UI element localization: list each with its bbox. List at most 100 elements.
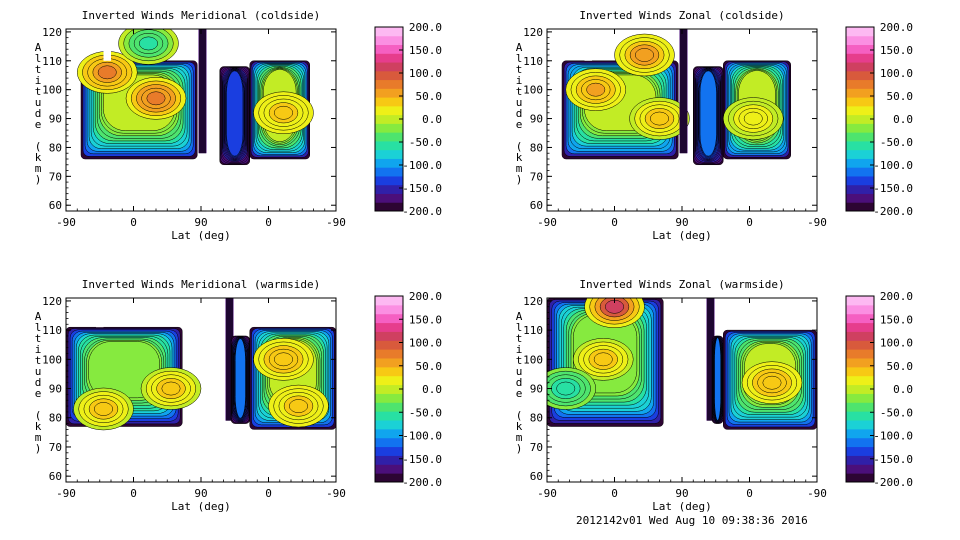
- colorbar-tick-label: 200.0: [880, 290, 913, 303]
- contour-blob: [586, 82, 606, 97]
- y-axis-label-char: u: [516, 96, 523, 109]
- panel-4: Inverted Winds Zonal (warmside) -90 0 90 0 -9…: [516, 278, 913, 513]
- y-tick-label: 70: [530, 441, 543, 454]
- wind-segment: [561, 29, 690, 160]
- colorbar-swatch: [375, 358, 403, 368]
- data-gap: [96, 298, 104, 328]
- contour-field: [66, 298, 336, 431]
- y-axis-label-char: m: [516, 162, 523, 175]
- y-axis-label-char: t: [516, 85, 523, 98]
- y-tick-label: 100: [523, 84, 543, 97]
- colorbar-swatch: [375, 158, 403, 168]
- y-axis-label-char: t: [516, 63, 523, 76]
- wind-segment: [249, 60, 314, 160]
- colorbar-swatch: [375, 193, 403, 203]
- y-axis-label-char: i: [35, 343, 42, 356]
- y-tick-label: 120: [42, 26, 62, 39]
- y-tick-label: 80: [530, 412, 543, 425]
- y-axis-label-char: k: [35, 420, 42, 433]
- x-tick-label: -90: [807, 216, 827, 229]
- y-tick-label: 110: [42, 55, 62, 68]
- panel-3: Inverted Winds Meridional (warmside) -90 0…: [35, 278, 442, 513]
- colorbar-tick-label: -100.0: [402, 159, 442, 172]
- x-tick-label: 0: [130, 216, 137, 229]
- x-axis-label: Lat (deg): [171, 500, 231, 513]
- colorbar-tick-label: 0.0: [422, 113, 442, 126]
- y-tick-label: 60: [49, 199, 62, 212]
- contour-band: [699, 70, 717, 157]
- colorbar-swatch: [375, 123, 403, 133]
- y-axis-label-char: m: [35, 431, 42, 444]
- y-axis-label-char: i: [516, 74, 523, 87]
- colorbar-swatch: [846, 428, 874, 439]
- colorbar-swatch: [846, 349, 874, 359]
- colorbar-tick-label: 50.0: [887, 360, 914, 373]
- contour-blob: [593, 352, 613, 367]
- colorbar-tick-label: -200.0: [873, 476, 913, 489]
- wind-segment: [679, 29, 688, 154]
- colorbar-tick-label: -50.0: [409, 136, 442, 149]
- colorbar-tick-label: 100.0: [409, 337, 442, 350]
- colorbar-swatch: [375, 375, 403, 386]
- y-tick-label: 60: [49, 470, 62, 483]
- contour-blob: [139, 36, 158, 51]
- colorbar-swatch: [846, 340, 874, 350]
- y-tick-label: 90: [49, 113, 62, 126]
- y-axis-label-char: A: [35, 41, 42, 54]
- contour-band: [235, 338, 246, 419]
- colorbar-swatch: [375, 53, 403, 63]
- y-axis-label-char: ): [516, 442, 523, 455]
- y-axis-label-char: e: [35, 118, 42, 131]
- colorbar-swatch: [846, 158, 874, 168]
- y-axis-label-char: (: [35, 140, 42, 153]
- colorbar-swatch: [846, 473, 874, 483]
- colorbar-tick-label: 150.0: [409, 313, 442, 326]
- y-axis-label-char: d: [516, 376, 523, 389]
- colorbar-swatch: [375, 366, 403, 377]
- wind-segment: [230, 335, 250, 424]
- contour-band: [714, 337, 721, 421]
- x-tick-label: 0: [611, 487, 618, 500]
- y-tick-label: 110: [523, 55, 543, 68]
- contour-field: [547, 298, 817, 430]
- colorbar-swatch: [375, 140, 403, 151]
- x-tick-label: 0: [265, 216, 272, 229]
- colorbar-swatch: [846, 402, 874, 412]
- y-axis-label-char: t: [516, 332, 523, 345]
- x-tick-label: -90: [807, 487, 827, 500]
- panel-1: Inverted Winds Meridional (coldside) -90 0…: [35, 9, 442, 242]
- colorbar-swatch: [375, 384, 403, 394]
- colorbar-tick-label: 50.0: [416, 360, 443, 373]
- wind-segment: [198, 29, 207, 154]
- colorbar-swatch: [846, 331, 874, 341]
- colorbar-tick-label: -200.0: [402, 205, 442, 218]
- colorbar-swatch: [846, 27, 874, 37]
- colorbar-swatch: [375, 149, 403, 159]
- colorbar-swatch: [846, 366, 874, 377]
- footer-timestamp: 2012142v01 Wed Aug 10 09:38:36 2016: [576, 514, 808, 527]
- colorbar-swatch: [846, 62, 874, 72]
- colorbar-swatch: [375, 473, 403, 483]
- y-tick-label: 120: [523, 26, 543, 39]
- y-axis-label-char: t: [35, 332, 42, 345]
- colorbar-swatch: [846, 140, 874, 151]
- colorbar-swatch: [846, 420, 874, 430]
- colorbar-swatch: [846, 53, 874, 63]
- y-axis-label-char: m: [35, 162, 42, 175]
- colorbar-swatch: [846, 296, 874, 306]
- colorbar-tick-label: -50.0: [880, 406, 913, 419]
- contour-blob: [274, 105, 293, 120]
- y-axis-label-char: t: [35, 354, 42, 367]
- panel-title: Inverted Winds Zonal (coldside): [579, 9, 784, 22]
- colorbar-swatch: [846, 411, 874, 421]
- y-tick-label: 60: [530, 199, 543, 212]
- contour-blob: [762, 375, 782, 390]
- wind-segment: [723, 329, 817, 430]
- colorbar-swatch: [846, 44, 874, 54]
- colorbar-swatch: [375, 27, 403, 37]
- x-tick-label: 0: [746, 216, 753, 229]
- y-tick-label: 120: [42, 295, 62, 308]
- colorbar-swatch: [846, 167, 874, 177]
